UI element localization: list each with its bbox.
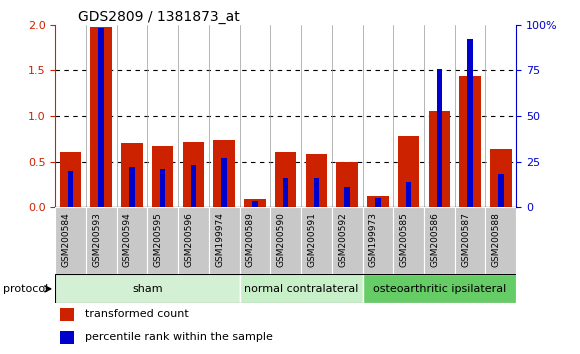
Bar — [68, 171, 73, 207]
Bar — [60, 331, 74, 344]
Bar — [60, 153, 81, 207]
Bar — [275, 153, 296, 207]
Bar — [213, 139, 235, 207]
Bar — [55, 274, 240, 303]
Bar — [345, 187, 350, 207]
Bar — [332, 207, 362, 274]
Text: normal contralateral: normal contralateral — [244, 284, 358, 294]
Text: GDS2809 / 1381873_at: GDS2809 / 1381873_at — [78, 10, 240, 24]
Bar — [498, 174, 503, 207]
Text: GSM200584: GSM200584 — [61, 212, 71, 267]
Bar — [183, 142, 204, 207]
Bar — [467, 39, 473, 207]
Bar — [86, 207, 117, 274]
Text: GSM200594: GSM200594 — [123, 212, 132, 267]
Bar — [306, 154, 327, 207]
Bar — [152, 146, 173, 207]
Bar — [437, 69, 442, 207]
Bar — [336, 161, 358, 207]
Text: GSM200588: GSM200588 — [492, 212, 501, 267]
Bar — [362, 274, 516, 303]
Bar — [393, 207, 424, 274]
Text: GSM200589: GSM200589 — [246, 212, 255, 267]
Bar — [129, 167, 135, 207]
Bar — [406, 182, 411, 207]
Text: protocol: protocol — [3, 284, 48, 294]
Bar — [240, 274, 362, 303]
Bar — [160, 169, 165, 207]
Bar — [270, 207, 301, 274]
Bar — [60, 308, 74, 321]
Bar — [362, 207, 393, 274]
Bar — [490, 149, 512, 207]
Bar — [147, 207, 178, 274]
Bar — [301, 207, 332, 274]
Bar — [55, 207, 86, 274]
Bar — [222, 158, 227, 207]
Bar — [121, 143, 143, 207]
Text: GSM200593: GSM200593 — [92, 212, 101, 267]
Text: GSM200596: GSM200596 — [184, 212, 194, 267]
Text: GSM200587: GSM200587 — [461, 212, 470, 267]
Text: GSM200585: GSM200585 — [400, 212, 408, 267]
Bar — [283, 178, 288, 207]
Bar — [398, 136, 419, 207]
Bar — [367, 196, 389, 207]
Text: GSM200586: GSM200586 — [430, 212, 440, 267]
Bar — [178, 207, 209, 274]
Text: GSM200590: GSM200590 — [277, 212, 285, 267]
Bar — [99, 28, 104, 207]
Bar — [424, 207, 455, 274]
Text: osteoarthritic ipsilateral: osteoarthritic ipsilateral — [373, 284, 506, 294]
Bar — [209, 207, 240, 274]
Bar — [244, 199, 266, 207]
Bar — [117, 207, 147, 274]
Text: percentile rank within the sample: percentile rank within the sample — [85, 332, 273, 342]
Text: GSM199974: GSM199974 — [215, 212, 224, 267]
Bar — [455, 207, 485, 274]
Text: GSM200592: GSM200592 — [338, 212, 347, 267]
Bar — [429, 112, 450, 207]
Bar — [240, 207, 270, 274]
Bar — [314, 178, 319, 207]
Text: GSM199973: GSM199973 — [369, 212, 378, 268]
Text: GSM200595: GSM200595 — [154, 212, 162, 267]
Bar — [191, 165, 196, 207]
Text: transformed count: transformed count — [85, 309, 189, 319]
Bar — [252, 201, 258, 207]
Text: sham: sham — [132, 284, 162, 294]
Bar — [459, 76, 481, 207]
Bar — [485, 207, 516, 274]
Bar — [90, 27, 112, 207]
Text: GSM200591: GSM200591 — [307, 212, 317, 267]
Bar — [375, 198, 380, 207]
